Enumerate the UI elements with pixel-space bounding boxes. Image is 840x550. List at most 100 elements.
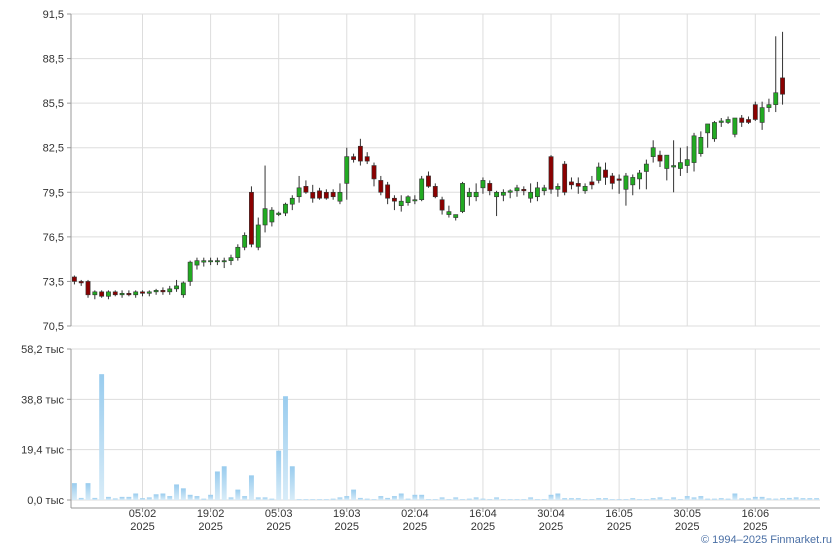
- candle-up: [732, 117, 738, 135]
- volume-bar: [426, 499, 431, 501]
- candle-down: [439, 199, 445, 211]
- volume-bar: [344, 496, 350, 500]
- candle-up: [221, 260, 227, 263]
- volume-bar: [160, 493, 166, 500]
- volume-bar: [228, 497, 234, 500]
- volume-bar: [507, 499, 513, 501]
- volume-bar: [766, 498, 772, 500]
- candle-down: [746, 119, 751, 123]
- x-tick-date: 16.05: [605, 508, 633, 520]
- candle-down: [385, 184, 391, 199]
- candle-up: [146, 291, 152, 294]
- candle-down: [140, 291, 145, 294]
- candle-down: [85, 281, 91, 296]
- price-tick-label: 70,5: [43, 321, 64, 333]
- volume-bar: [214, 471, 220, 500]
- candle-up: [283, 203, 288, 214]
- volume-bar: [494, 497, 500, 500]
- candle-down: [323, 191, 329, 199]
- volume-bar: [303, 499, 309, 501]
- candle-up: [187, 261, 193, 282]
- volume-bar: [105, 496, 111, 500]
- candle-up: [500, 191, 506, 196]
- volume-bar: [317, 499, 322, 501]
- volume-bar: [99, 374, 105, 500]
- candle-up: [596, 166, 602, 181]
- copyright-credit[interactable]: © 1994–2025 Finmarket.ru: [700, 534, 832, 546]
- candle-up: [276, 212, 282, 215]
- volume-bar: [174, 484, 179, 500]
- x-tick-year: 2025: [675, 521, 699, 533]
- volume-bar: [637, 499, 643, 501]
- volume-bar: [187, 494, 193, 500]
- candle-up: [582, 186, 588, 192]
- candle-up: [514, 187, 520, 192]
- candle-up: [678, 162, 683, 169]
- volume-bar: [786, 497, 792, 500]
- candle-up: [623, 175, 629, 190]
- candle-up: [671, 165, 677, 168]
- volume-bar: [664, 499, 670, 501]
- volume-bar: [623, 499, 629, 501]
- volume-bar: [752, 496, 758, 500]
- candle-down: [589, 181, 595, 186]
- volume-bar: [276, 450, 282, 500]
- candle-up: [412, 199, 418, 202]
- volume-bar: [596, 498, 602, 500]
- volume-bar: [541, 499, 547, 501]
- volume-bar: [235, 489, 241, 500]
- candle-up: [201, 260, 207, 263]
- candle-down: [351, 156, 356, 160]
- candle-up: [643, 163, 649, 172]
- volume-bar: [78, 497, 84, 500]
- price-tick-label: 73,5: [43, 276, 64, 288]
- volume-bar: [310, 499, 316, 501]
- candle-up: [214, 260, 220, 263]
- volume-bar: [603, 498, 608, 500]
- candle-down: [357, 145, 363, 162]
- candle-down: [392, 197, 397, 202]
- candle-up: [705, 123, 711, 134]
- volume-bar: [807, 498, 813, 500]
- volume-tick-label: 0,0 тыс: [27, 495, 64, 507]
- volume-tick-label: 58,2 тыс: [21, 344, 64, 356]
- volume-bar: [140, 498, 145, 500]
- volume-bar: [71, 483, 77, 500]
- volume-bar: [262, 497, 268, 500]
- volume-bar: [385, 497, 391, 500]
- candle-up: [766, 104, 772, 108]
- candle-up: [405, 196, 411, 203]
- x-tick-date: 16.04: [469, 508, 497, 520]
- volume-bar: [446, 499, 452, 501]
- candle-up: [167, 288, 173, 293]
- volume-bar: [793, 497, 799, 500]
- volume-grid: [70, 348, 820, 509]
- volume-bar: [487, 499, 493, 501]
- candle-down: [569, 181, 574, 186]
- volume-y-axis: 58,2 тыс 38,8 тыс 19,4 тыс 0,0 тыс: [21, 344, 71, 507]
- volume-bar: [814, 498, 820, 500]
- candle-down: [249, 191, 254, 245]
- candle-down: [603, 169, 608, 178]
- volume-bar: [691, 497, 697, 500]
- candle-down: [432, 186, 438, 198]
- volume-bar: [112, 498, 118, 500]
- volume-bar: [167, 496, 173, 500]
- volume-bar: [296, 499, 302, 501]
- volume-bar: [500, 499, 506, 501]
- candle-down: [521, 189, 527, 192]
- volume-bar: [453, 497, 459, 500]
- candle-down: [562, 163, 568, 193]
- volume-bar: [759, 496, 765, 500]
- volume-bar: [460, 499, 465, 501]
- candle-down: [371, 165, 377, 180]
- volume-bar: [473, 497, 479, 500]
- volume-bar: [405, 498, 411, 500]
- candle-up: [630, 177, 636, 186]
- volume-bar: [398, 493, 404, 500]
- candle-up: [480, 180, 486, 189]
- volume-bar: [242, 496, 248, 500]
- candle-up: [106, 291, 111, 297]
- volume-bar: [351, 489, 357, 500]
- volume-tick-label: 19,4 тыс: [21, 445, 64, 457]
